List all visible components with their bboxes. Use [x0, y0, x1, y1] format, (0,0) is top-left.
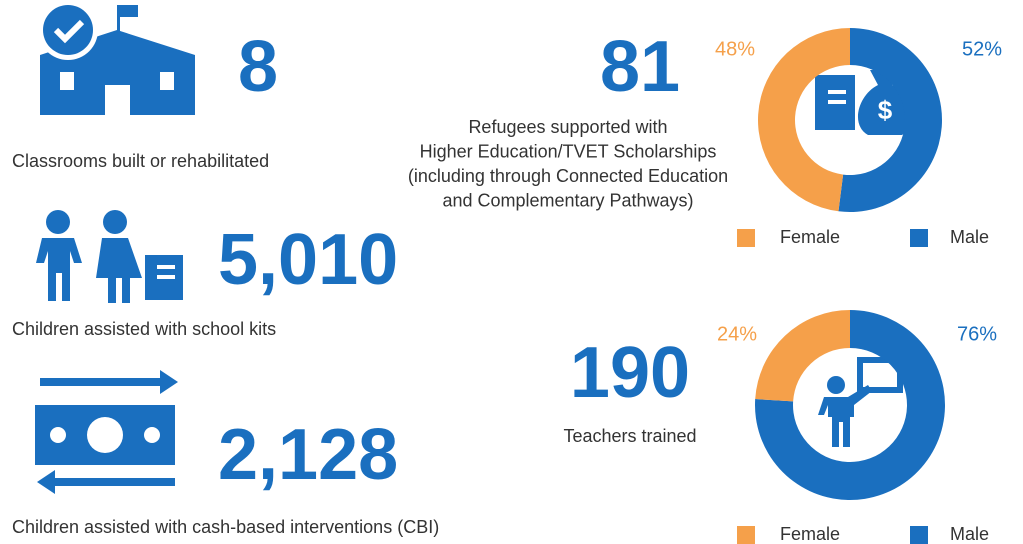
donut-label: and Complementary Pathways) [442, 190, 693, 210]
donut-segment [754, 310, 945, 501]
stat-label: Classrooms built or rehabilitated [12, 151, 269, 171]
legend-label: Male [950, 524, 989, 544]
legend-swatch [910, 526, 928, 544]
cash-icon [35, 370, 178, 494]
donut-segment [838, 28, 942, 212]
donut-number: 190 [570, 333, 690, 413]
stat-number: 2,128 [218, 415, 398, 495]
donut-segment [758, 28, 850, 212]
legend-label: Female [780, 524, 840, 544]
legend-label: Female [780, 227, 840, 247]
stat-number: 5,010 [218, 220, 398, 300]
school-icon [38, 0, 195, 115]
percent-label: 48% [715, 38, 755, 60]
donut-number: 81 [600, 27, 680, 107]
svg-text:$: $ [878, 95, 893, 125]
percent-label: 76% [957, 323, 997, 345]
stat-label: Children assisted with cash-based interv… [12, 517, 439, 537]
legend-swatch [737, 229, 755, 247]
percent-label: 24% [717, 323, 757, 345]
donut-label: Teachers trained [563, 426, 696, 446]
scholarship-icon: $ [815, 70, 913, 135]
donut-label: Higher Education/TVET Scholarships [420, 141, 717, 161]
legend-swatch [737, 526, 755, 544]
donut-label: Refugees supported with [468, 117, 667, 137]
legend-swatch [910, 229, 928, 247]
donut-label: (including through Connected Education [408, 166, 728, 186]
teacher-icon [818, 357, 903, 447]
stat-label: Children assisted with school kits [12, 319, 276, 339]
stat-number: 8 [238, 27, 278, 107]
percent-label: 52% [962, 38, 1002, 60]
donut-segment [755, 310, 850, 402]
children-icon [36, 210, 183, 303]
legend-label: Male [950, 227, 989, 247]
